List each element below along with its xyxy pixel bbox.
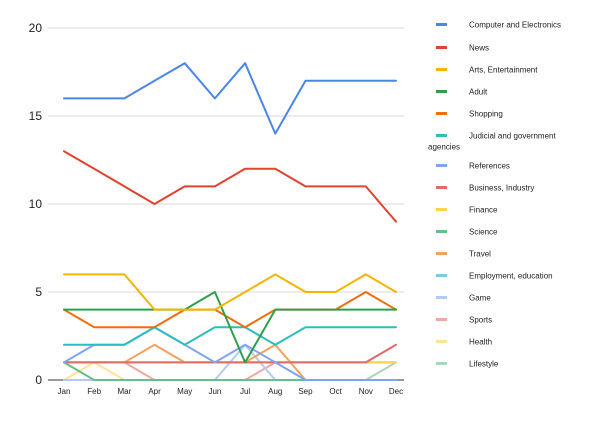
- x-tick-label: May: [177, 387, 192, 396]
- series-line-science: [63, 361, 397, 381]
- legend-item-references: References: [436, 162, 510, 171]
- legend-swatch: [436, 164, 447, 167]
- y-tick-label: 0: [35, 373, 42, 387]
- legend-swatch: [436, 46, 447, 49]
- legend-item-arts-entertainment: Arts, Entertainment: [436, 66, 538, 75]
- legend-swatch: [436, 23, 447, 26]
- legend-swatch: [436, 112, 447, 115]
- legend-swatch: [436, 318, 447, 321]
- legend-label: Business, Industry: [469, 184, 534, 193]
- legend-item-judicial-and-government-agencies: Judicial and government agencies: [428, 132, 556, 152]
- legend-swatch: [436, 208, 447, 211]
- legend-label: Arts, Entertainment: [469, 66, 538, 75]
- x-tick-label: Aug: [268, 387, 282, 396]
- legend-item-finance: Finance: [436, 206, 498, 215]
- legend-swatch: [436, 296, 447, 299]
- y-tick-label: 15: [29, 109, 43, 123]
- legend-item-employment-education: Employment, education: [436, 272, 553, 281]
- x-tick-label: Nov: [359, 387, 373, 396]
- legend-item-adult: Adult: [436, 88, 488, 97]
- series-line-news: [63, 150, 397, 223]
- legend: Computer and Electronics News Arts, Entert…: [428, 21, 561, 369]
- legend-label: Game: [469, 294, 491, 303]
- series-line-arts-entertainment: [63, 273, 397, 311]
- legend-item-game: Game: [436, 294, 491, 303]
- x-tick-label: Mar: [117, 387, 131, 396]
- legend-item-shopping: Shopping: [436, 110, 503, 119]
- y-tick-label: 5: [35, 285, 42, 299]
- legend-label: References: [469, 162, 510, 171]
- y-tick-label: 10: [29, 197, 43, 211]
- x-tick-label: Jul: [240, 387, 250, 396]
- legend-label: Lifestyle: [469, 360, 499, 369]
- legend-label: Sports: [469, 316, 492, 325]
- legend-swatch: [436, 340, 447, 343]
- x-tick-label: Feb: [87, 387, 101, 396]
- legend-swatch: [436, 134, 447, 137]
- series-line-references: [63, 326, 397, 381]
- legend-label: Adult: [469, 88, 488, 97]
- legend-item-news: News: [436, 44, 489, 53]
- legend-swatch: [436, 186, 447, 189]
- series-line-lifestyle: [63, 361, 397, 381]
- legend-label: Science: [469, 228, 498, 237]
- legend-item-business-industry: Business, Industry: [436, 184, 534, 193]
- legend-item-computer-and-electronics: Computer and Electronics: [436, 21, 561, 30]
- series-line-sports: [63, 361, 397, 381]
- series-line-shopping: [63, 291, 397, 329]
- legend-item-health: Health: [436, 338, 492, 347]
- series-lines: [63, 62, 397, 381]
- legend-label: Shopping: [469, 110, 503, 119]
- axis-labels: 0 5 10 15 20 Jan Feb Mar Apr May Jun Jul Aug Sep Oct No…: [29, 21, 403, 396]
- series-line-adult: [63, 291, 397, 364]
- legend-label: Travel: [469, 250, 491, 259]
- legend-label: Judicial and government agencies: [428, 132, 556, 152]
- legend-item-travel: Travel: [436, 250, 491, 259]
- x-tick-label: Jun: [208, 387, 221, 396]
- legend-item-lifestyle: Lifestyle: [436, 360, 499, 369]
- legend-swatch: [436, 362, 447, 365]
- legend-label: News: [469, 44, 489, 53]
- legend-label: Computer and Electronics: [469, 21, 561, 30]
- y-tick-label: 20: [29, 21, 43, 35]
- legend-swatch: [436, 230, 447, 233]
- legend-swatch: [436, 68, 447, 71]
- legend-label: Health: [469, 338, 492, 347]
- legend-item-sports: Sports: [436, 316, 492, 325]
- x-tick-label: Oct: [329, 387, 342, 396]
- x-tick-label: Apr: [148, 387, 161, 396]
- legend-swatch: [436, 274, 447, 277]
- x-tick-label: Dec: [389, 387, 403, 396]
- series-line-business-industry: [63, 343, 397, 364]
- series-line-judicial-and-government-agencies: [63, 326, 397, 346]
- x-tick-label: Sep: [298, 387, 313, 396]
- legend-label: Finance: [469, 206, 498, 215]
- series-line-health: [63, 361, 397, 381]
- legend-swatch: [436, 252, 447, 255]
- x-tick-label: Jan: [58, 387, 71, 396]
- legend-swatch: [436, 90, 447, 93]
- series-line-computer-and-electronics: [63, 62, 397, 135]
- legend-item-science: Science: [436, 228, 498, 237]
- legend-label: Employment, education: [469, 272, 553, 281]
